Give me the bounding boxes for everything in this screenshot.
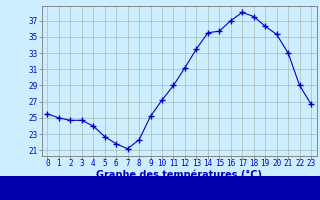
X-axis label: Graphe des températures (°C): Graphe des températures (°C) xyxy=(96,170,262,180)
